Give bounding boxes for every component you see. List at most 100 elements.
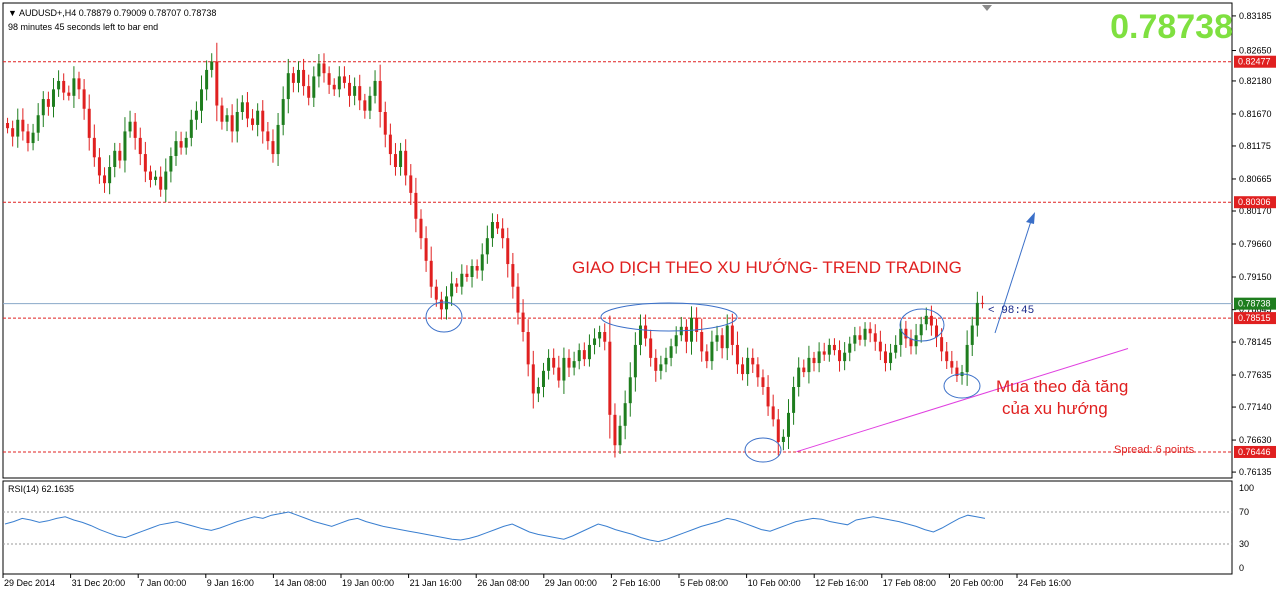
candle-body [67, 92, 71, 96]
y-tick-label: 0.82180 [1239, 76, 1272, 86]
candle-body [97, 157, 101, 176]
candle-body [77, 78, 81, 90]
candle-body [776, 419, 780, 442]
candle-body [373, 80, 377, 96]
x-tick-label: 7 Jan 00:00 [139, 578, 186, 588]
candle-body [307, 86, 311, 98]
projection-arrow-line [994, 217, 1033, 334]
level-price-tag [1234, 55, 1276, 68]
candle-body [138, 137, 142, 155]
candle-body [684, 326, 688, 342]
candle-body [501, 228, 505, 239]
candle-body [786, 412, 790, 437]
candle-body [312, 76, 316, 98]
y-tick-label: 0.76630 [1239, 435, 1272, 445]
candle-body [735, 344, 739, 365]
candle-body [853, 335, 857, 344]
buy-trend-annotation: Mua theo đà tăng của xu hướng [996, 376, 1128, 420]
candle-body [205, 69, 209, 90]
collapse-triangle-icon[interactable]: ▼ [8, 8, 17, 18]
candle-body [358, 86, 362, 101]
candle-body [128, 121, 132, 132]
candle-body [547, 357, 551, 371]
projection-arrow-head [1026, 212, 1035, 224]
candle-body [654, 357, 658, 371]
candle-body [511, 264, 515, 287]
candle-body [863, 328, 867, 340]
candle-body [271, 141, 275, 155]
candle-body [465, 273, 469, 277]
candle-body [950, 361, 954, 368]
candle-body [710, 341, 714, 362]
x-tick-label: 31 Dec 20:00 [72, 578, 126, 588]
chart-shift-marker[interactable] [982, 5, 992, 11]
y-tick-label: 0.81175 [1239, 141, 1271, 151]
y-tick-label: 0.77140 [1239, 402, 1272, 412]
candle-body [919, 324, 923, 336]
candle-body [490, 222, 494, 239]
candle-body [970, 325, 974, 345]
candle-body [715, 335, 719, 342]
candle-body [730, 325, 734, 345]
x-tick-label: 2 Feb 16:00 [612, 578, 660, 588]
candle-body [526, 332, 530, 365]
candle-body [353, 86, 357, 96]
candle-body [843, 352, 847, 362]
candle-body [429, 260, 433, 287]
y-tick-label: 0.78145 [1239, 337, 1272, 347]
highlight-ellipse [425, 301, 463, 333]
candle-body [169, 156, 173, 172]
candle-body [215, 61, 219, 106]
candle-body [164, 171, 168, 190]
candle-body [883, 351, 887, 364]
candle-body [470, 266, 474, 277]
candle-body [6, 123, 10, 129]
candle-body [746, 357, 750, 375]
candle-body [623, 403, 627, 426]
candle-body [378, 80, 382, 112]
candle-body [439, 299, 443, 310]
candle-body [460, 273, 464, 287]
candle-body [807, 357, 811, 373]
candle-body [832, 344, 836, 351]
candle-body [414, 192, 418, 219]
symbol-header: ▼ AUDUSD+,H4 0.78879 0.79009 0.78707 0.7… [8, 8, 216, 18]
rsi-tick-label: 30 [1239, 539, 1249, 549]
candle-body [751, 357, 755, 365]
candle-body [659, 364, 663, 371]
candle-body [291, 73, 295, 83]
y-tick-label: 0.77635 [1239, 370, 1272, 380]
y-tick-label: 0.76135 [1239, 467, 1272, 477]
candle-body [194, 110, 198, 120]
y-tick-label: 0.80665 [1239, 174, 1272, 184]
candle-body [11, 128, 15, 137]
candle-body [57, 80, 61, 90]
x-tick-label: 17 Feb 08:00 [883, 578, 936, 588]
candle-body [388, 134, 392, 155]
candle-body [649, 338, 653, 358]
candle-body [450, 283, 454, 297]
candle-body [342, 76, 346, 83]
level-price-label: 0.82477 [1238, 57, 1271, 67]
candle-body [445, 296, 449, 310]
candle-body [143, 154, 147, 172]
candle-body [664, 357, 668, 365]
candle-body [690, 317, 694, 342]
trendline [796, 347, 1129, 453]
highlight-ellipse [600, 302, 738, 332]
candle-body [485, 238, 489, 255]
candle-body [674, 335, 678, 347]
candle-body [894, 344, 898, 353]
rsi-line [4, 511, 986, 543]
candle-body [557, 367, 561, 381]
candle-body [924, 315, 928, 325]
candle-body [638, 325, 642, 345]
candle-body [26, 131, 30, 144]
candle-body [16, 119, 20, 137]
candle-body [705, 351, 709, 362]
rsi-tick-label: 100 [1239, 483, 1254, 493]
candle-body [669, 346, 673, 358]
highlight-ellipse [744, 437, 782, 463]
candle-body [955, 367, 959, 376]
x-tick-label: 12 Feb 16:00 [815, 578, 868, 588]
